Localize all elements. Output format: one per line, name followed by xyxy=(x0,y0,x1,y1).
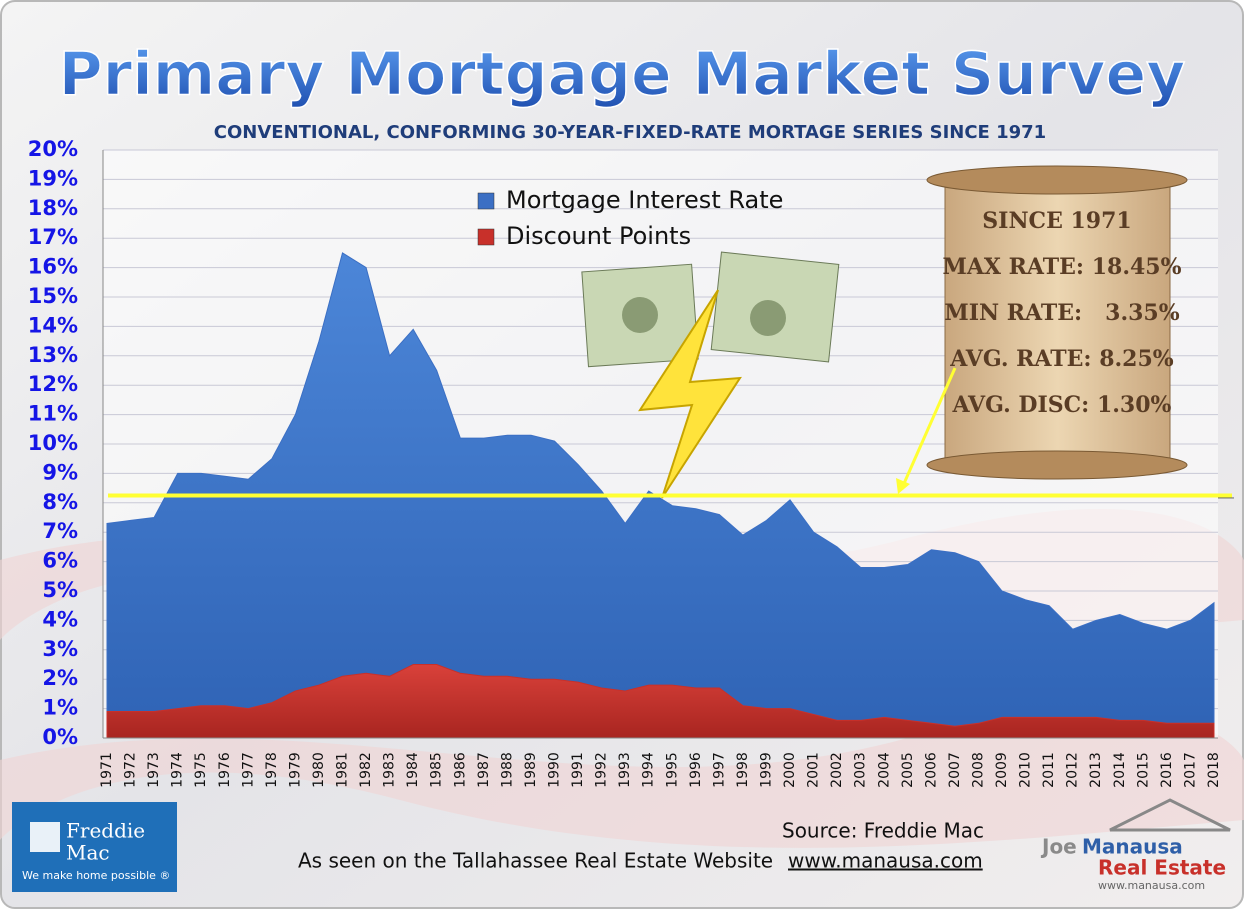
x-tick-label: 1980 xyxy=(311,752,327,788)
x-tick-label: 1988 xyxy=(499,752,515,788)
logo-text: Mac xyxy=(66,841,110,865)
plot: 0% 1% 2% 3% 4% 5% 6% 7% 8% 9% 10% 11% 12% 13% 14% 15% 16… xyxy=(28,137,1222,788)
y-tick-label: 17% xyxy=(28,225,78,249)
x-tick-label: 1993 xyxy=(617,752,633,788)
y-tick-label: 7% xyxy=(42,519,78,543)
y-tick-label: 5% xyxy=(42,578,78,602)
x-tick-label: 1997 xyxy=(711,752,727,788)
joe-manausa-logo: Joe Manausa Real Estate www.manausa.com xyxy=(1040,798,1231,892)
dollar-illustration xyxy=(581,251,840,499)
annotation: MAX RATE: 18.45% xyxy=(942,254,1181,280)
legend-swatch xyxy=(477,192,495,210)
y-tick-label: 0% xyxy=(42,725,78,749)
x-tick-label: 1979 xyxy=(287,752,303,788)
x-tick-label: 1973 xyxy=(146,752,162,788)
x-tick-label: 2005 xyxy=(900,752,916,788)
annotation: AVG. RATE: 8.25% xyxy=(949,346,1174,372)
x-tick-label: 2012 xyxy=(1065,752,1081,788)
legend-label: Mortgage Interest Rate xyxy=(506,186,783,214)
x-tick-label: 1985 xyxy=(429,752,445,788)
logo-text: Manausa xyxy=(1082,835,1183,859)
annotation: SINCE 1971 xyxy=(982,208,1131,234)
x-tick-label: 1987 xyxy=(476,752,492,788)
logo-tagline: We make home possible ® xyxy=(22,869,170,882)
x-tick-label: 1982 xyxy=(358,752,374,788)
x-tick-label: 2007 xyxy=(947,752,963,788)
y-tick-label: 13% xyxy=(28,343,78,367)
chart-subtitle: CONVENTIONAL, CONFORMING 30-YEAR-FIXED-R… xyxy=(214,122,1046,143)
x-tick-label: 1983 xyxy=(382,752,398,788)
x-tick-label: 2004 xyxy=(876,752,892,788)
y-tick-label: 11% xyxy=(28,402,78,426)
y-tick-label: 1% xyxy=(42,696,78,720)
chart-title: Primary Mortgage Market Survey xyxy=(59,40,1186,110)
logo-text: Real Estate xyxy=(1098,856,1226,880)
x-tick-label: 2003 xyxy=(853,752,869,788)
x-tick-label: 1999 xyxy=(758,752,774,788)
x-tick-label: 2006 xyxy=(923,752,939,788)
y-tick-label: 8% xyxy=(42,490,78,514)
y-tick-label: 9% xyxy=(42,460,78,484)
x-tick-label: 1975 xyxy=(193,752,209,788)
x-tick-label: 2014 xyxy=(1112,752,1128,788)
y-tick-label: 20% xyxy=(28,137,78,161)
x-tick-label: 1978 xyxy=(264,752,280,788)
legend-swatch xyxy=(477,228,495,246)
flag-stripe xyxy=(0,708,1244,848)
x-tick-label: 2011 xyxy=(1041,752,1057,788)
freddie-mac-logo: Freddie Mac We make home possible ® xyxy=(12,802,177,892)
x-tick-label: 1996 xyxy=(688,752,704,788)
x-tick-label: 2002 xyxy=(829,752,845,788)
x-tick-label: 2017 xyxy=(1182,752,1198,788)
area xyxy=(106,664,1215,739)
y-tick-label: 3% xyxy=(42,637,78,661)
annotation: MIN RATE: 3.35% xyxy=(944,300,1179,326)
y-tick-label: 10% xyxy=(28,431,78,455)
x-tick-label: 1989 xyxy=(523,752,539,788)
x-tick-label: 2015 xyxy=(1135,752,1151,788)
x-tick-label: 1972 xyxy=(123,752,139,788)
website-link[interactable]: www.manausa.com xyxy=(788,849,983,873)
x-tick-label: 2016 xyxy=(1159,752,1175,788)
x-tick-label: 1995 xyxy=(664,752,680,788)
x-tick-label: 2018 xyxy=(1206,752,1222,788)
seen-on: As seen on the Tallahassee Real Estate W… xyxy=(298,849,773,873)
x-tick-label: 1977 xyxy=(240,752,256,788)
x-tick-label: 1971 xyxy=(99,752,115,788)
y-tick-label: 14% xyxy=(28,313,78,337)
y-tick-label: 6% xyxy=(42,549,78,573)
legend-label: Discount Points xyxy=(506,222,691,250)
x-tick-label: 1991 xyxy=(570,752,586,788)
x-tick-label: 2000 xyxy=(782,752,798,788)
x-tick-label: 1986 xyxy=(452,752,468,788)
area xyxy=(106,252,1215,739)
logo-text: Joe xyxy=(1040,835,1077,859)
x-tick-label: 1992 xyxy=(594,752,610,788)
x-tick-label: 2009 xyxy=(994,752,1010,788)
x-tick-label: 1984 xyxy=(405,752,421,788)
source: Source: Freddie Mac xyxy=(782,819,984,843)
annotation: AVG. DISC: 1.30% xyxy=(952,392,1172,418)
x-tick-label: 1981 xyxy=(335,752,351,788)
scroll: SINCE 1971 MAX RATE: 18.45% MIN RATE: 3.… xyxy=(896,165,1188,494)
x-tick-label: 1974 xyxy=(170,752,186,788)
y-tick-label: 16% xyxy=(28,255,78,279)
logo-url: www.manausa.com xyxy=(1098,879,1205,892)
logo-text: Freddie xyxy=(66,819,145,843)
x-tick-label: 1976 xyxy=(217,752,233,788)
x-tick-label: 2001 xyxy=(806,752,822,788)
x-tick-label: 2010 xyxy=(1018,752,1034,788)
y-tick-label: 19% xyxy=(28,166,78,190)
x-tick-label: 2008 xyxy=(970,752,986,788)
y-tick-label: 4% xyxy=(42,607,78,631)
y-tick-label: 15% xyxy=(28,284,78,308)
y-tick-label: 18% xyxy=(28,196,78,220)
x-tick-label: 1998 xyxy=(735,752,751,788)
y-tick-label: 2% xyxy=(42,666,78,690)
x-tick-label: 1994 xyxy=(641,752,657,788)
x-tick-label: 1990 xyxy=(547,752,563,788)
x-tick-label: 2013 xyxy=(1088,752,1104,788)
y-tick-label: 12% xyxy=(28,372,78,396)
